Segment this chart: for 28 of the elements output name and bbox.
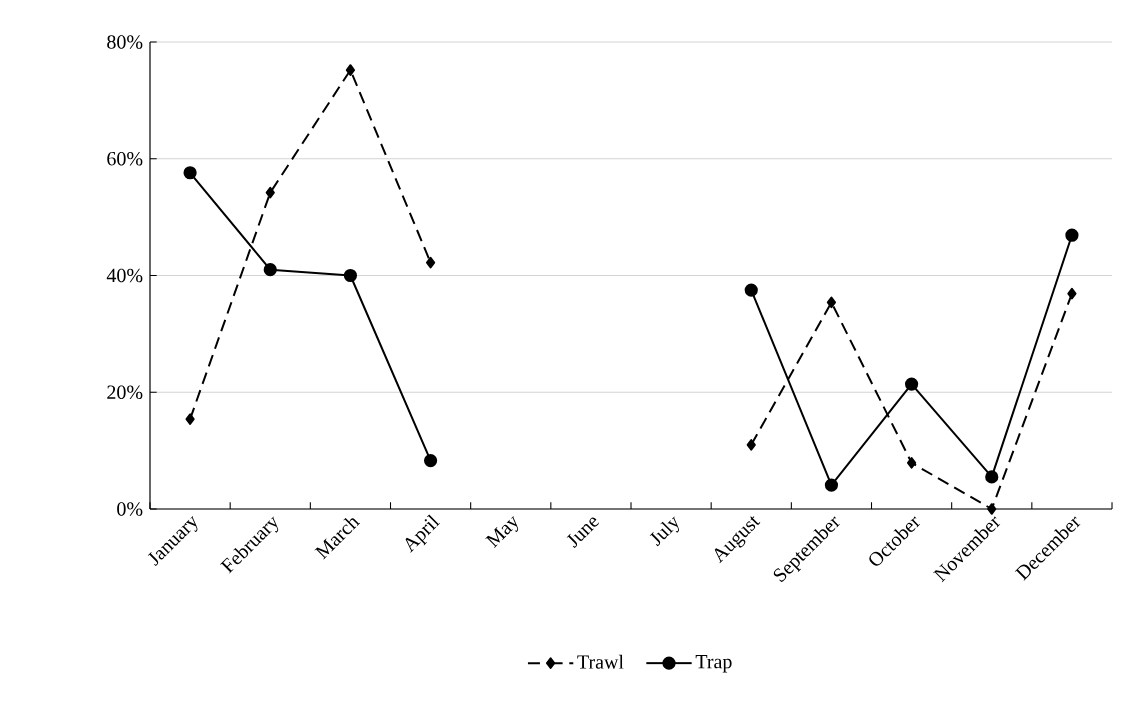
y-tick-label: 60% bbox=[107, 151, 143, 166]
point bbox=[183, 166, 197, 180]
point bbox=[744, 283, 758, 297]
point bbox=[987, 503, 997, 515]
legend-label: Trawl bbox=[577, 654, 624, 669]
y-tick-label: 80% bbox=[107, 35, 143, 49]
x-tick-label: June bbox=[566, 517, 600, 548]
point bbox=[423, 453, 438, 468]
point bbox=[904, 377, 919, 391]
point bbox=[746, 438, 756, 451]
point bbox=[345, 64, 356, 76]
x-tick-label: July bbox=[649, 516, 679, 547]
point bbox=[263, 263, 277, 277]
point bbox=[425, 256, 436, 269]
legend-label: Trap bbox=[695, 655, 732, 673]
y-tick-label: 40% bbox=[106, 268, 143, 283]
x-tick-label: May bbox=[485, 515, 519, 548]
y-tick-label: 0% bbox=[117, 502, 143, 516]
y-tick-label: 20% bbox=[107, 385, 143, 400]
point bbox=[265, 186, 275, 199]
point bbox=[906, 457, 917, 469]
point bbox=[826, 296, 837, 309]
point bbox=[343, 268, 358, 283]
point bbox=[824, 478, 839, 492]
point bbox=[185, 413, 195, 425]
point bbox=[1065, 228, 1079, 242]
point bbox=[1067, 287, 1077, 300]
point bbox=[985, 470, 999, 484]
